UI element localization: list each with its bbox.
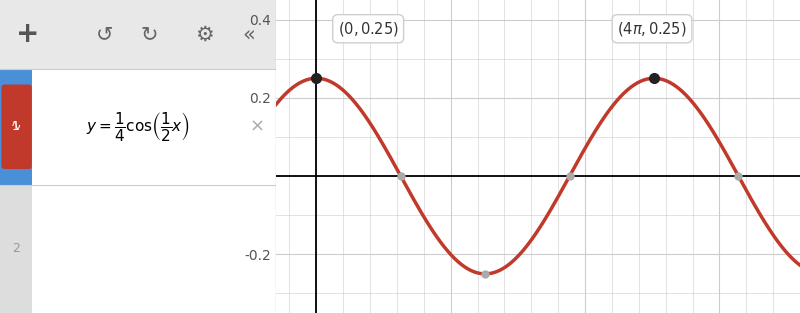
Text: $(0, 0.25)$: $(0, 0.25)$: [338, 20, 398, 38]
Text: ↻: ↻: [140, 24, 158, 44]
Text: $y = \dfrac{1}{4}\cos\!\left(\dfrac{1}{2}x\right)$: $y = \dfrac{1}{4}\cos\!\left(\dfrac{1}{2…: [86, 110, 190, 143]
Text: 2: 2: [12, 242, 20, 255]
FancyBboxPatch shape: [0, 185, 32, 313]
Text: ↺: ↺: [96, 24, 114, 44]
FancyBboxPatch shape: [32, 69, 276, 185]
Text: $(4\pi, 0.25)$: $(4\pi, 0.25)$: [618, 20, 686, 38]
Text: 1: 1: [12, 120, 20, 133]
FancyBboxPatch shape: [2, 85, 32, 169]
FancyBboxPatch shape: [0, 69, 32, 185]
Text: +: +: [16, 20, 39, 49]
Text: ∿: ∿: [10, 120, 22, 133]
Text: ×: ×: [249, 118, 264, 136]
Text: ⚙: ⚙: [195, 24, 214, 44]
FancyBboxPatch shape: [0, 0, 276, 69]
Text: «: «: [242, 24, 254, 44]
FancyBboxPatch shape: [32, 185, 276, 313]
